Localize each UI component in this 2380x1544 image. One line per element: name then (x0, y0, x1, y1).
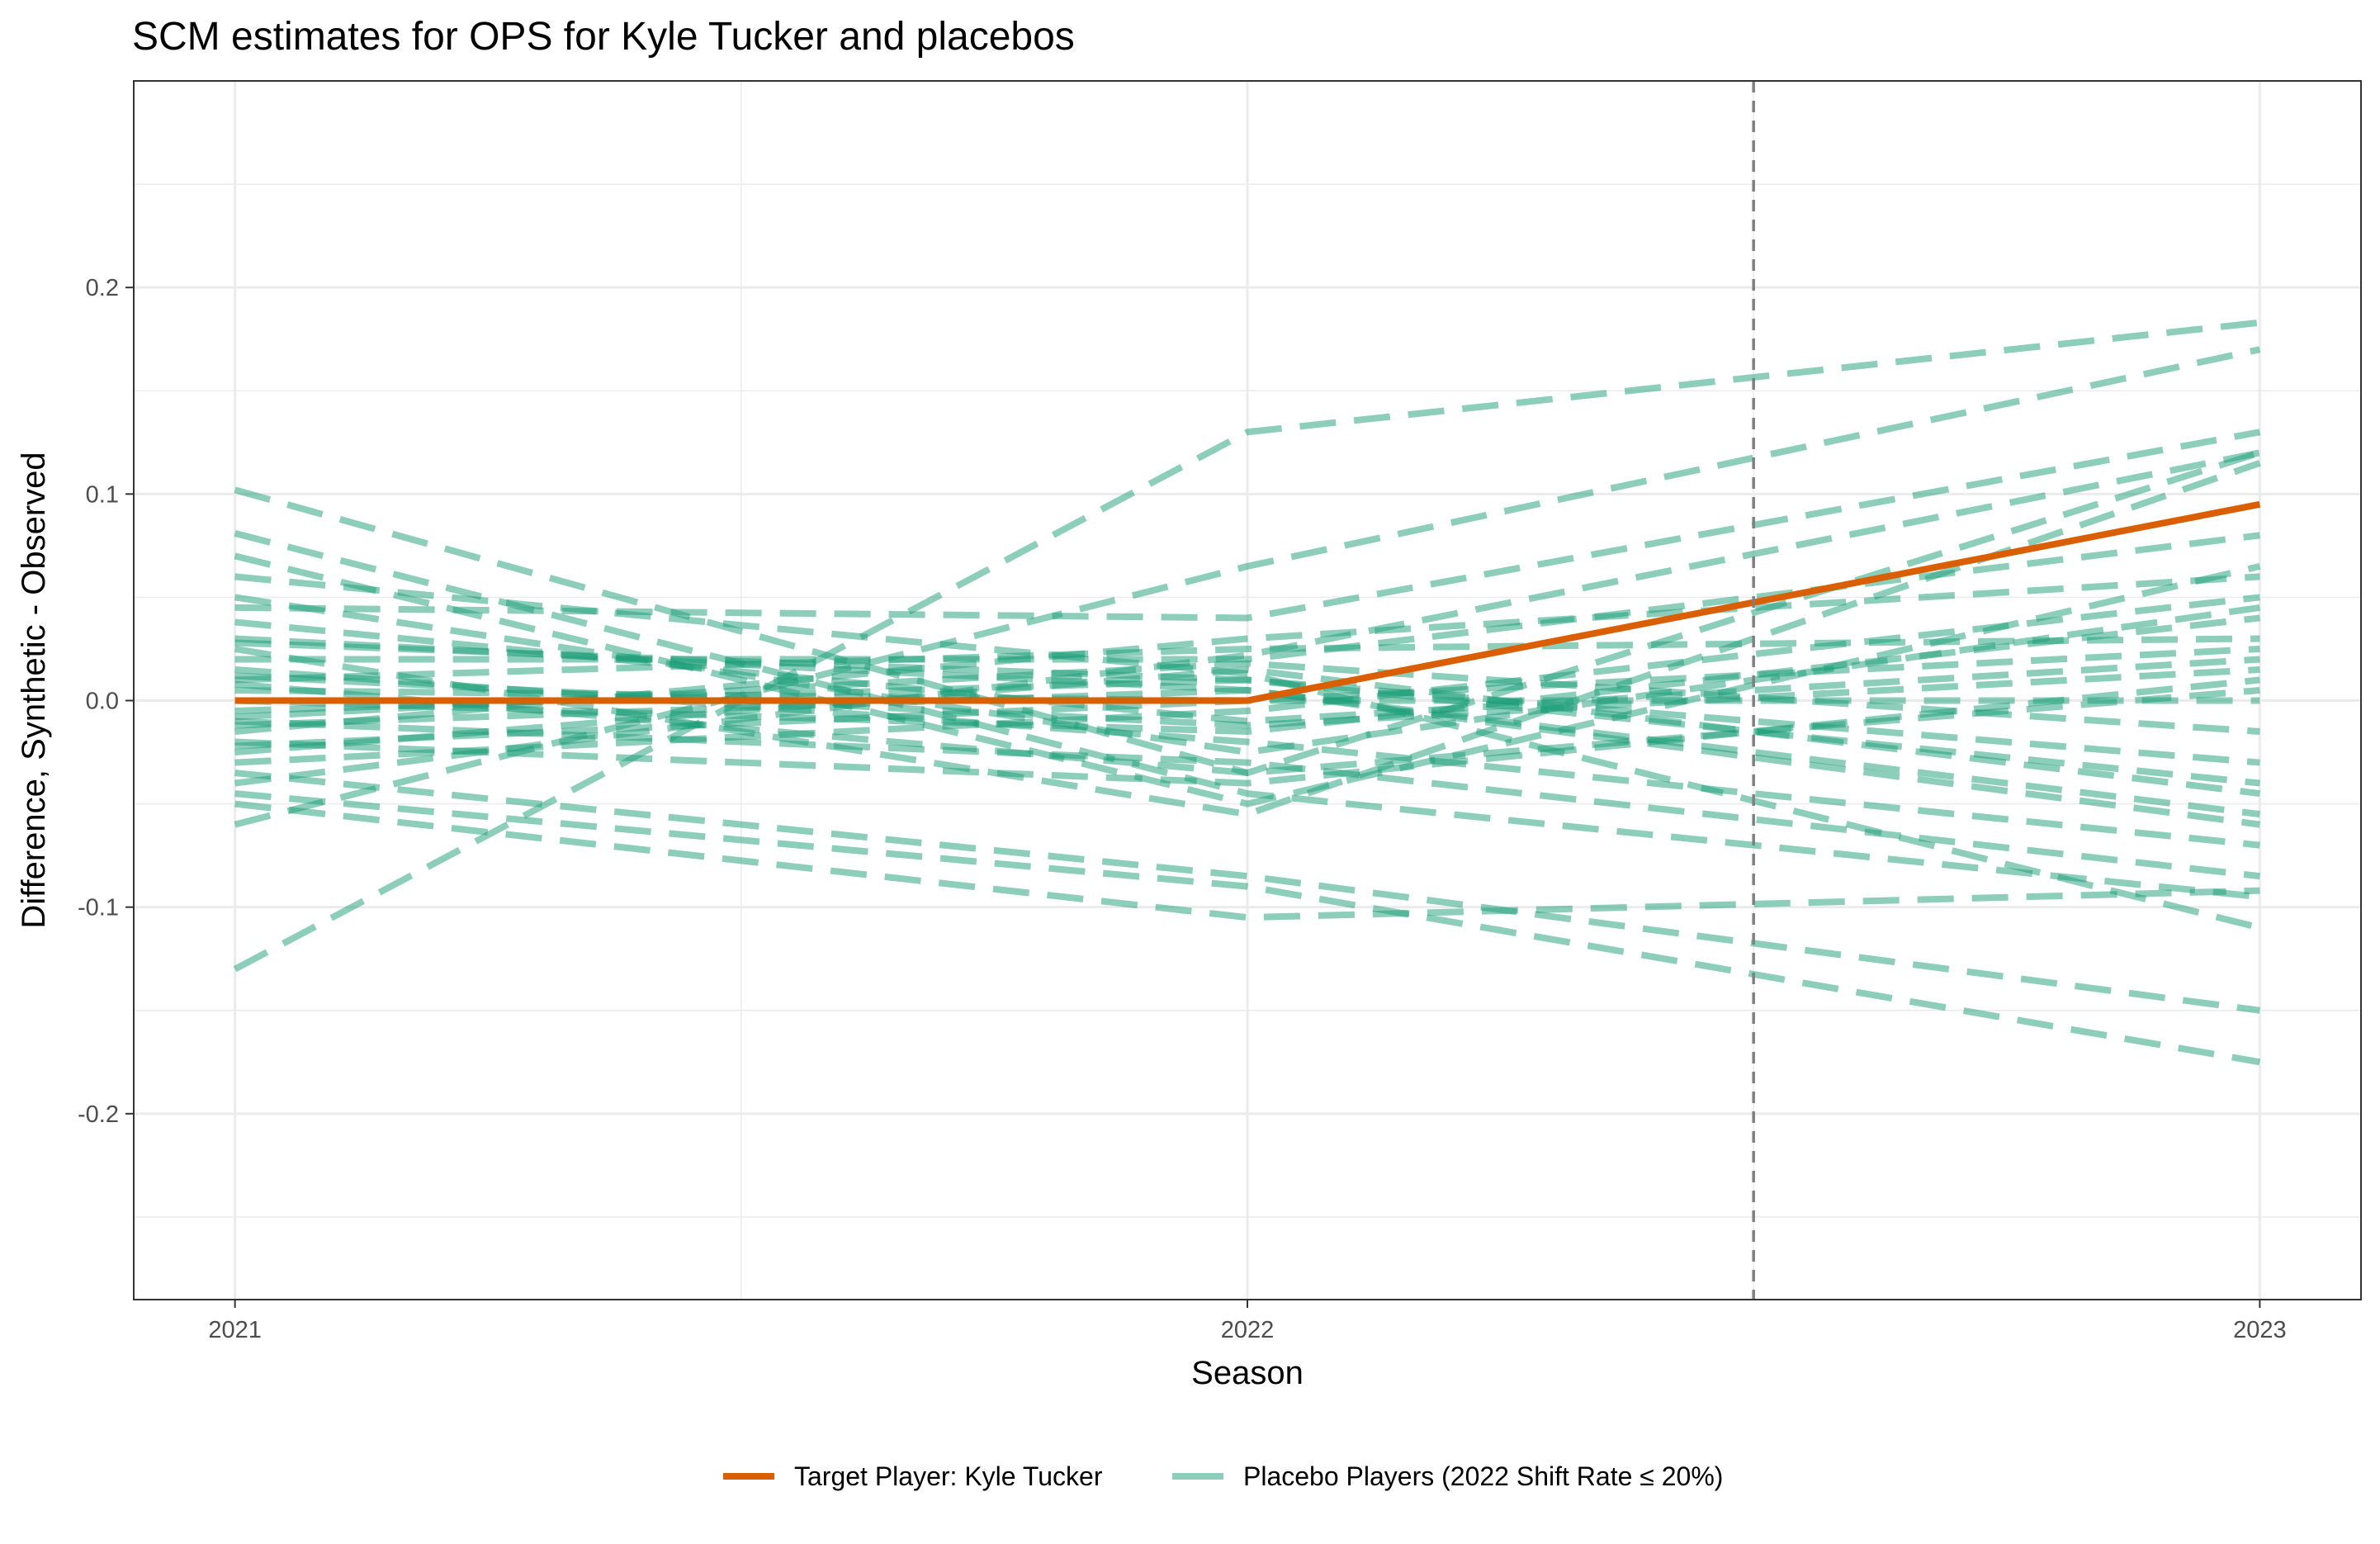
placebo-series-line (234, 665, 2260, 798)
placebo-series-line (234, 665, 2260, 729)
legend: Target Player: Kyle Tucker Placebo Playe… (723, 1461, 1723, 1491)
legend-label-target: Target Player: Kyle Tucker (794, 1461, 1103, 1491)
x-axis: 2021 2022 2023 (208, 1300, 2287, 1343)
target-series-line (234, 500, 2261, 704)
y-tick-label: 0.2 (86, 275, 119, 301)
y-tick-label: 0.0 (86, 689, 119, 715)
x-tick-label: 2021 (208, 1317, 262, 1343)
target-line-group (234, 500, 2261, 704)
placebo-series-line (234, 460, 2261, 818)
placebo-series-line (234, 639, 2260, 787)
y-axis: -0.2 -0.1 0.0 0.1 0.2 (78, 275, 134, 1128)
x-tick-label: 2023 (2233, 1317, 2287, 1343)
placebo-series-line (234, 800, 2260, 921)
placebo-series-line (234, 635, 2260, 684)
placebo-series-line (234, 346, 2261, 828)
placebo-series-line (234, 676, 2260, 787)
y-tick-label: -0.1 (78, 895, 119, 921)
chart-title: SCM estimates for OPS for Kyle Tucker an… (132, 15, 1075, 59)
y-tick-label: -0.2 (78, 1101, 119, 1128)
placebo-series-line (234, 429, 2261, 622)
placebo-series-line (234, 718, 2260, 880)
placebo-series-line (233, 319, 2260, 973)
x-tick-label: 2022 (1221, 1317, 1275, 1343)
placebo-series-line (234, 770, 2260, 1014)
y-tick-label: 0.1 (86, 481, 119, 508)
placebo-series-line (234, 594, 2260, 766)
placebo-series-line (234, 680, 2260, 777)
placebo-series-line (234, 532, 2260, 663)
legend-label-placebo: Placebo Players (2022 Shift Rate ≤ 20%) (1243, 1461, 1723, 1491)
placebo-series-line (234, 790, 2261, 1066)
x-axis-title: Season (1191, 1355, 1304, 1391)
placebo-series-line (234, 552, 2261, 808)
y-axis-title: Difference, Synthetic - Observed (16, 452, 52, 928)
placebo-series-line (234, 529, 2260, 901)
